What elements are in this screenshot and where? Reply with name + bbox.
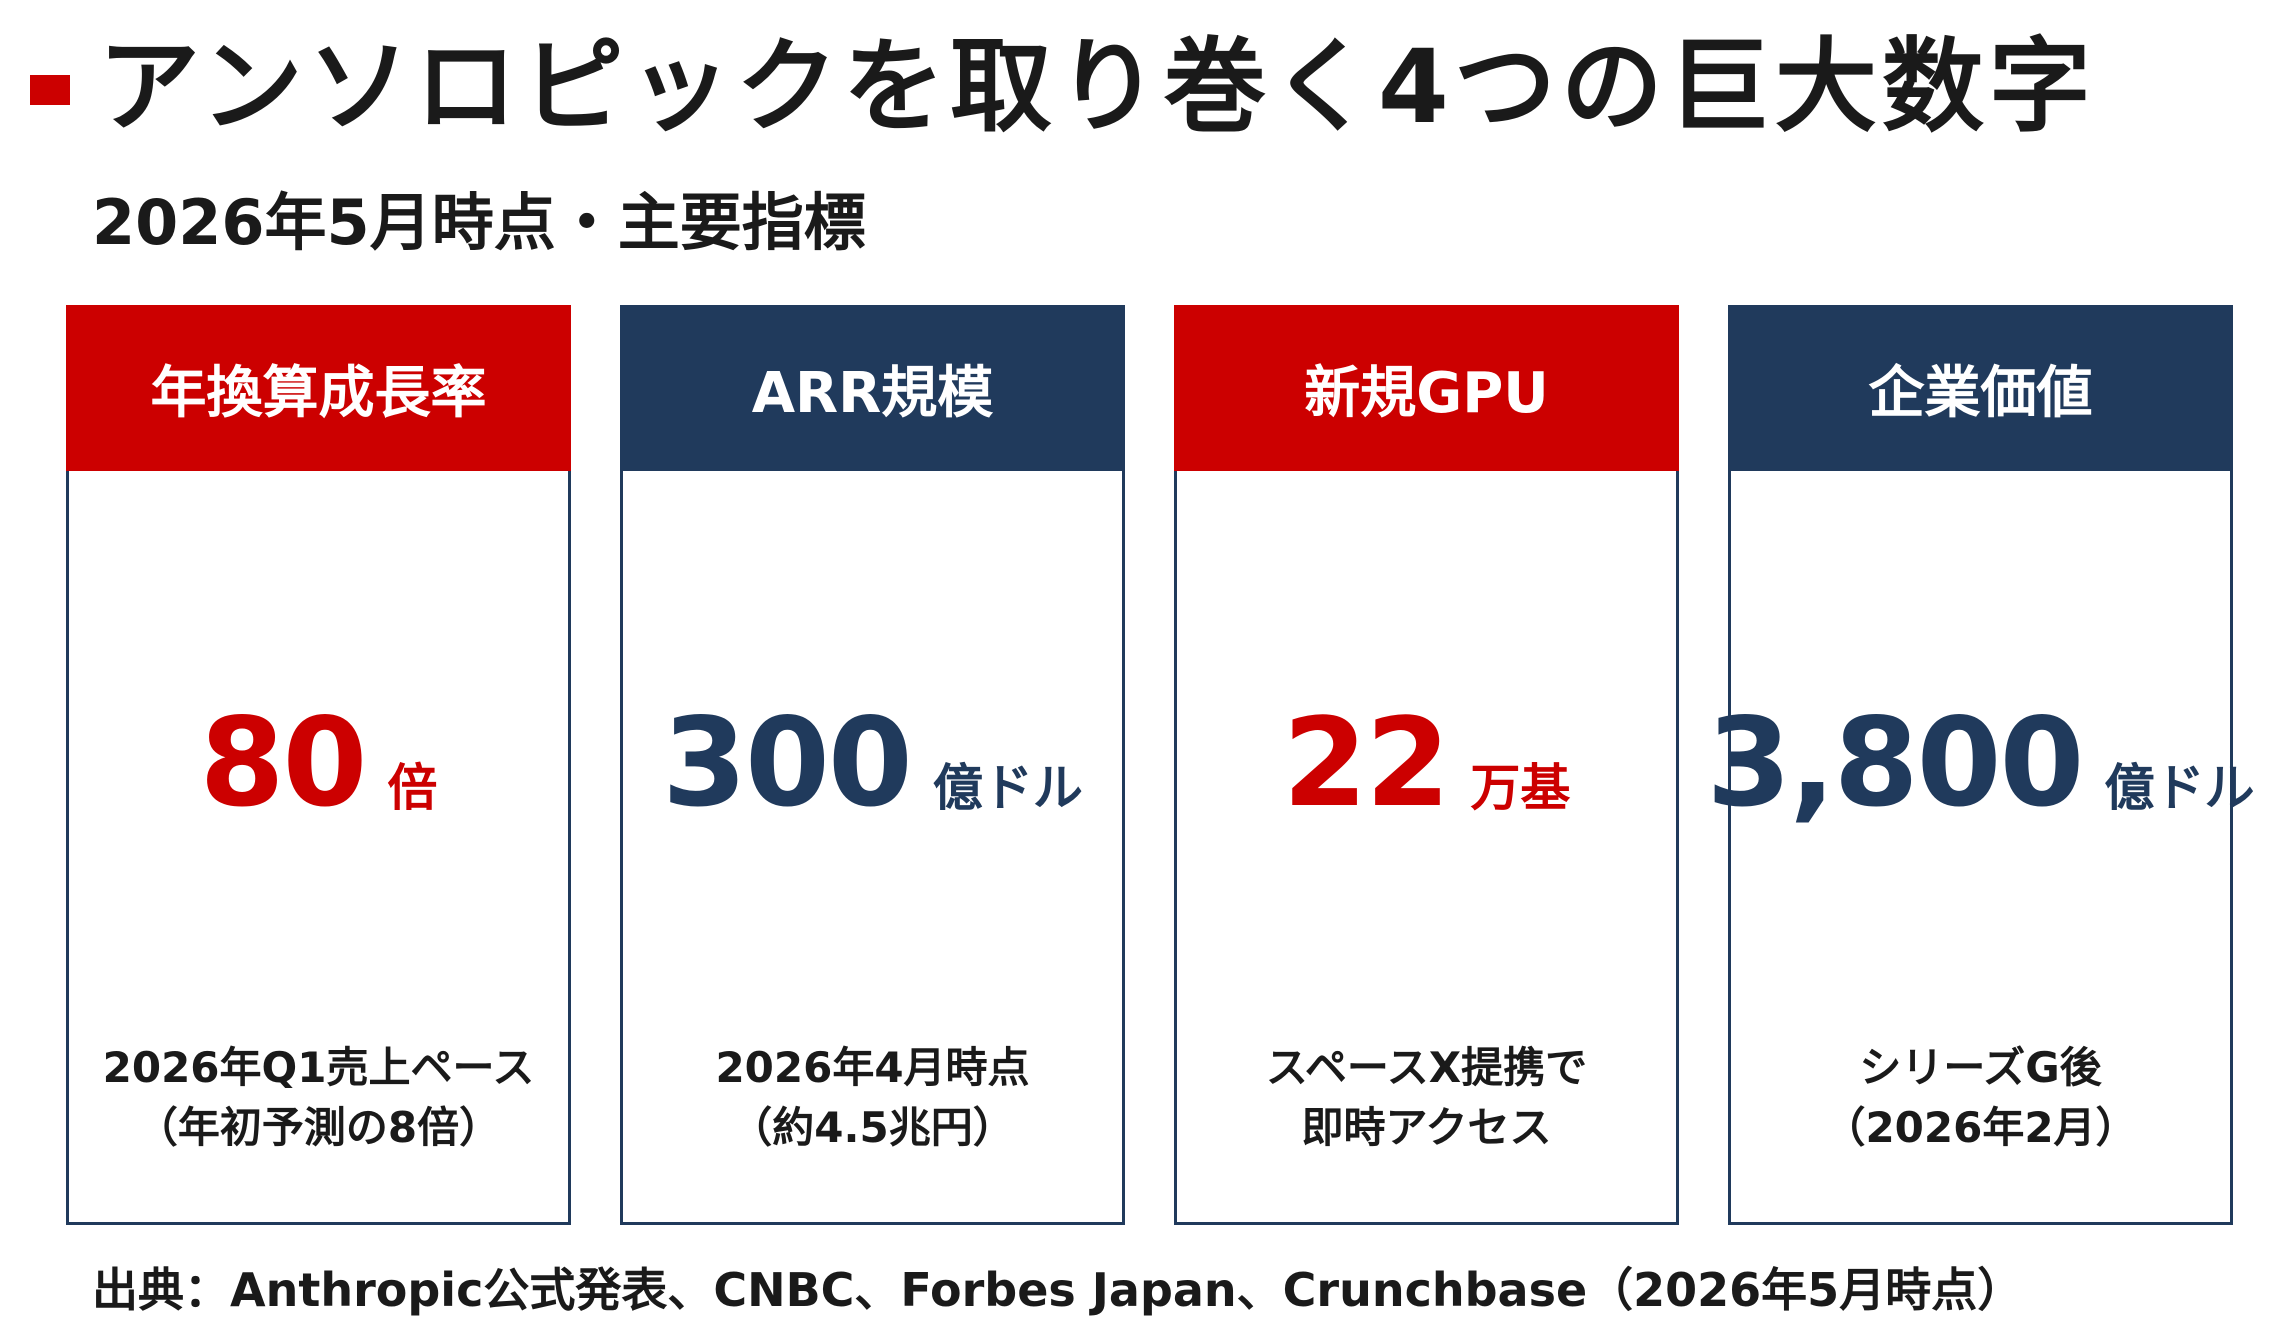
card-header: ARR規模 [620, 305, 1125, 471]
source-note: 出典：Anthropic公式発表、CNBC、Forbes Japan、Crunc… [92, 1263, 2024, 1317]
metric-note-line2: （2026年2月） [1823, 1103, 2138, 1152]
card-arr: ARR規模 300 億ドル 2026年4月時点 （約4.5兆円） [620, 305, 1125, 1225]
metric-note-line2: （年初予測の8倍） [135, 1103, 502, 1152]
page-subtitle: 2026年5月時点・主要指標 [92, 186, 866, 259]
page-title: アンソロピックを取り巻く4つの巨大数字 [98, 28, 2096, 147]
metric-note: 2026年4月時点 （約4.5兆円） [623, 1038, 1122, 1158]
metric-unit: 万基 [1470, 759, 1571, 817]
metric-note: スペースX提携で 即時アクセス [1177, 1038, 1676, 1158]
metric-note-line2: （約4.5兆円） [730, 1103, 1015, 1152]
metric-value-row: 300 億ドル [623, 688, 1122, 838]
metric-unit: 億ドル [2104, 759, 2255, 817]
metric-unit: 倍 [387, 759, 438, 817]
metric-unit: 億ドル [932, 759, 1083, 817]
metric-value: 80 [199, 692, 368, 834]
card-gpu: 新規GPU 22 万基 スペースX提携で 即時アクセス [1174, 305, 1679, 1225]
metric-value-row: 80 倍 [69, 688, 568, 838]
metric-cards: 年換算成長率 80 倍 2026年Q1売上ペース （年初予測の8倍） ARR規模… [66, 305, 2255, 1225]
metric-note-line1: 2026年4月時点 [715, 1043, 1030, 1092]
metric-note: 2026年Q1売上ペース （年初予測の8倍） [69, 1038, 568, 1158]
card-header: 新規GPU [1174, 305, 1679, 471]
metric-note-line1: スペースX提携で [1265, 1043, 1588, 1092]
metric-note-line1: シリーズG後 [1859, 1043, 2102, 1092]
metric-note: シリーズG後 （2026年2月） [1731, 1038, 2230, 1158]
metric-value-row: 3,800 億ドル [1707, 688, 2255, 838]
metric-value: 300 [662, 692, 913, 834]
metric-value: 3,800 [1706, 692, 2085, 834]
card-header: 年換算成長率 [66, 305, 571, 471]
metric-value-row: 22 万基 [1177, 688, 1676, 838]
metric-note-line2: 即時アクセス [1301, 1103, 1552, 1152]
metric-note-line1: 2026年Q1売上ペース [102, 1043, 535, 1092]
title-marker [30, 75, 70, 105]
card-header: 企業価値 [1728, 305, 2233, 471]
card-valuation: 企業価値 3,800 億ドル シリーズG後 （2026年2月） [1707, 305, 2255, 1225]
card-growth-rate: 年換算成長率 80 倍 2026年Q1売上ペース （年初予測の8倍） [66, 305, 571, 1225]
metric-value: 22 [1282, 692, 1451, 834]
